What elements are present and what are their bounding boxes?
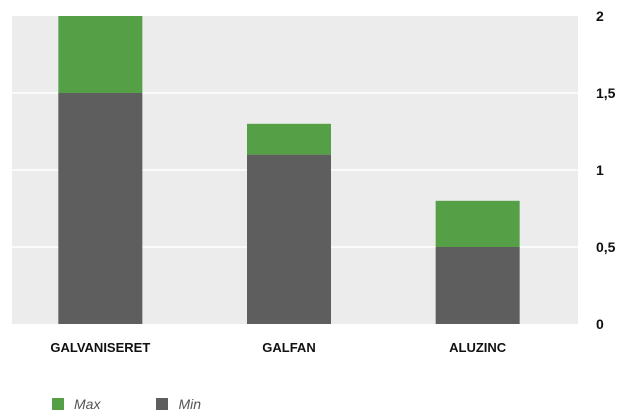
bar-max-aluzinc — [435, 200, 520, 247]
bar-max-galfan — [247, 123, 331, 155]
x-axis: GALVANISERET GALFAN ALUZINC — [50, 340, 506, 355]
bar-min-galvaniseret — [58, 93, 143, 324]
bar-min-aluzinc — [435, 247, 520, 324]
x-tick-label: GALVANISERET — [50, 340, 150, 355]
y-axis: 0 0,5 1 1,5 2 — [596, 8, 616, 332]
legend-item-min: Min — [156, 396, 201, 412]
legend-label-min: Min — [178, 396, 202, 412]
legend-item-max: Max — [52, 396, 100, 412]
y-tick-label: 2 — [596, 8, 604, 24]
legend-label-max: Max — [74, 396, 101, 412]
bar-max-galvaniseret — [58, 16, 143, 93]
bar-min-galfan — [247, 154, 331, 324]
y-tick-label: 1,5 — [596, 85, 616, 101]
bars — [58, 16, 520, 324]
legend-swatch-max — [52, 398, 64, 410]
legend-swatch-min — [156, 398, 169, 410]
bar-chart: 0 0,5 1 1,5 2 GALVANISERET GALFAN ALUZINC — [12, 8, 616, 355]
legend: Max Min — [52, 396, 201, 412]
y-tick-label: 0 — [596, 316, 604, 332]
y-tick-label: 1 — [596, 162, 604, 178]
x-tick-label: GALFAN — [262, 340, 315, 355]
y-tick-label: 0,5 — [596, 239, 616, 255]
x-tick-label: ALUZINC — [449, 340, 507, 355]
